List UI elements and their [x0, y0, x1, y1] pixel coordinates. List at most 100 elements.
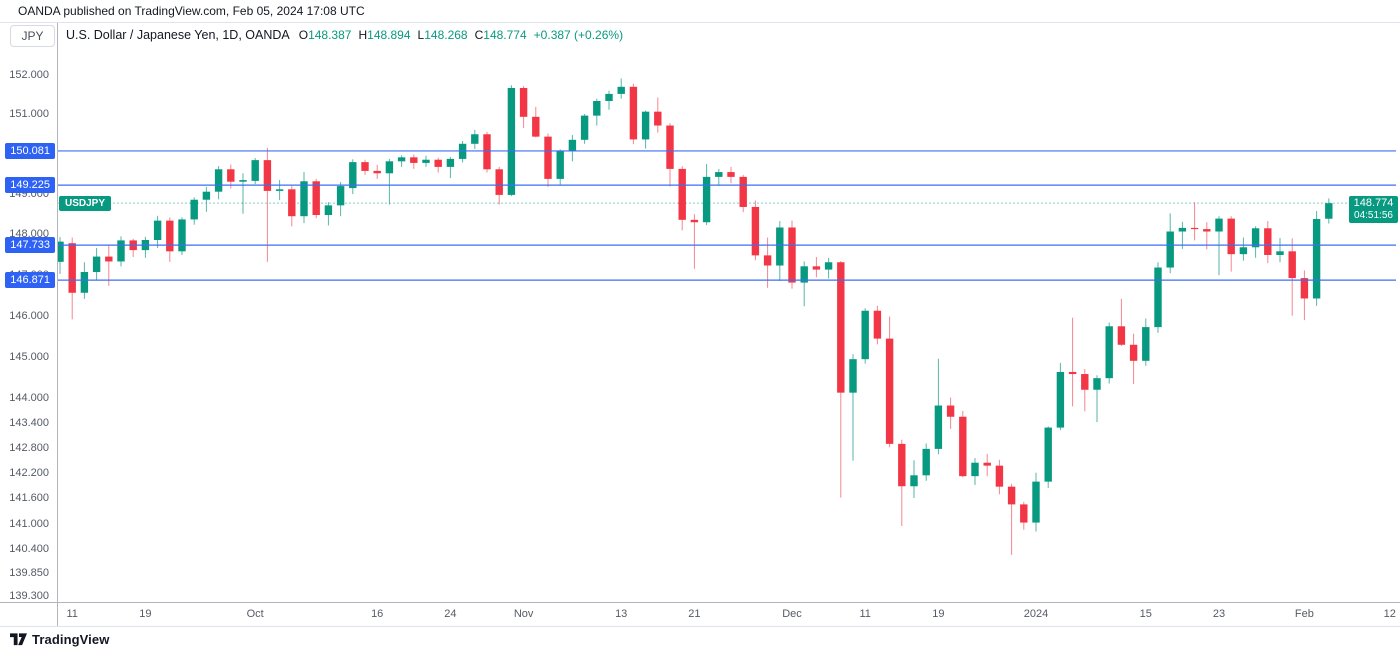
candle [971, 458, 979, 485]
price-axis[interactable]: 152.000151.000149.000148.000147.000146.0… [0, 23, 57, 602]
candle [153, 215, 162, 249]
candle [654, 97, 662, 133]
level-price-label[interactable]: 149.225 [5, 177, 55, 194]
level-price-label[interactable]: 146.871 [5, 272, 55, 289]
candle [117, 236, 125, 267]
current-price-label: 148.774 04:51:56 [1349, 196, 1398, 224]
time-tick-label: 2024 [1023, 608, 1049, 620]
candle [849, 354, 857, 461]
change-value: +0.387 (+0.26%) [533, 28, 624, 42]
level-price-label[interactable]: 147.733 [5, 237, 55, 254]
candle [922, 443, 930, 481]
candle [1081, 369, 1089, 412]
candle [1154, 262, 1162, 333]
candle [105, 244, 113, 286]
symbol-search-box[interactable]: JPY [10, 25, 55, 47]
publish-text: OANDA published on TradingView.com, Feb … [18, 4, 365, 18]
symbol-title[interactable]: U.S. Dollar / Japanese Yen, 1D, OANDA [66, 28, 290, 42]
ohlc-close: C148.774 [474, 28, 527, 42]
ohlc-open: O148.387 [298, 28, 352, 42]
candle [593, 98, 601, 126]
time-tick-label: 12 [1383, 608, 1396, 620]
candle [995, 459, 1004, 495]
candle [446, 156, 455, 179]
time-tick-label: 11 [66, 608, 78, 620]
candle [715, 168, 723, 186]
chart-legend: U.S. Dollar / Japanese Yen, 1D, OANDA O1… [66, 27, 623, 43]
time-tick-label: Oct [246, 608, 264, 620]
price-tick-label: 140.400 [9, 543, 49, 556]
candle [1276, 237, 1284, 263]
price-tick-label: 143.400 [9, 416, 49, 429]
time-tick-label: Nov [513, 608, 534, 620]
candle [1178, 221, 1187, 249]
candle [629, 83, 638, 145]
candle [580, 114, 589, 144]
candle [1166, 213, 1174, 274]
candle [471, 129, 479, 149]
candle [1056, 362, 1065, 431]
price-tick-label: 146.000 [9, 309, 49, 322]
candle [1068, 317, 1077, 407]
price-tick-label: 142.200 [9, 467, 49, 480]
price-tick-label: 142.800 [9, 442, 49, 455]
candle [68, 237, 76, 320]
time-tick-label: 16 [371, 608, 384, 620]
candle [1129, 333, 1138, 384]
time-axis-divider [0, 602, 1400, 603]
candle [507, 85, 516, 197]
candle [690, 214, 699, 269]
time-tick-label: 13 [615, 608, 628, 620]
candle [1325, 198, 1333, 224]
publish-bar: OANDA published on TradingView.com, Feb … [0, 0, 1400, 22]
candle [190, 197, 198, 225]
price-line-symbol-badge: USDJPY [59, 195, 112, 211]
candle [336, 182, 345, 217]
candle [458, 141, 467, 163]
candle [544, 133, 552, 187]
candle [361, 159, 369, 175]
candle [983, 453, 991, 477]
candle [1300, 270, 1309, 321]
candle [1227, 216, 1235, 272]
candle [397, 155, 406, 167]
candle [275, 180, 284, 201]
candle [824, 257, 833, 279]
candle [666, 123, 674, 187]
tradingview-logo[interactable]: TradingView [10, 632, 109, 647]
candle [1190, 202, 1199, 241]
price-tick-label: 152.000 [9, 69, 49, 81]
bar-countdown: 04:51:56 [1354, 210, 1393, 222]
candle [812, 256, 821, 278]
candle [1044, 426, 1052, 488]
candle [568, 135, 577, 162]
candle [434, 157, 442, 173]
candle [422, 155, 430, 167]
candle [1007, 483, 1016, 555]
time-tick-label: 21 [688, 608, 701, 620]
time-axis[interactable]: 11 19 Oct 16 24 Nov 13 21 Dec 11 19 2024 15 23 Feb 12 [0, 603, 1400, 626]
level-price-label[interactable]: 150.081 [5, 142, 55, 159]
price-tick-label: 145.000 [9, 350, 49, 363]
candle [1312, 210, 1321, 306]
footer-divider [0, 626, 1400, 627]
candle [1288, 238, 1296, 316]
candle [751, 200, 760, 261]
candle [263, 147, 272, 262]
time-tick-label: Feb [1294, 608, 1314, 620]
candle [239, 173, 247, 214]
symbol-search-value: JPY [21, 29, 44, 43]
candle [251, 158, 259, 185]
candle [1239, 237, 1248, 261]
tradingview-logo-icon [10, 633, 27, 646]
candle [1264, 221, 1272, 264]
current-price-value: 148.774 [1353, 197, 1394, 210]
candle [202, 186, 211, 212]
candle [1142, 318, 1150, 366]
candle [837, 261, 845, 498]
candle [300, 172, 308, 224]
candle [288, 186, 296, 227]
price-tick-label: 139.850 [9, 566, 49, 579]
